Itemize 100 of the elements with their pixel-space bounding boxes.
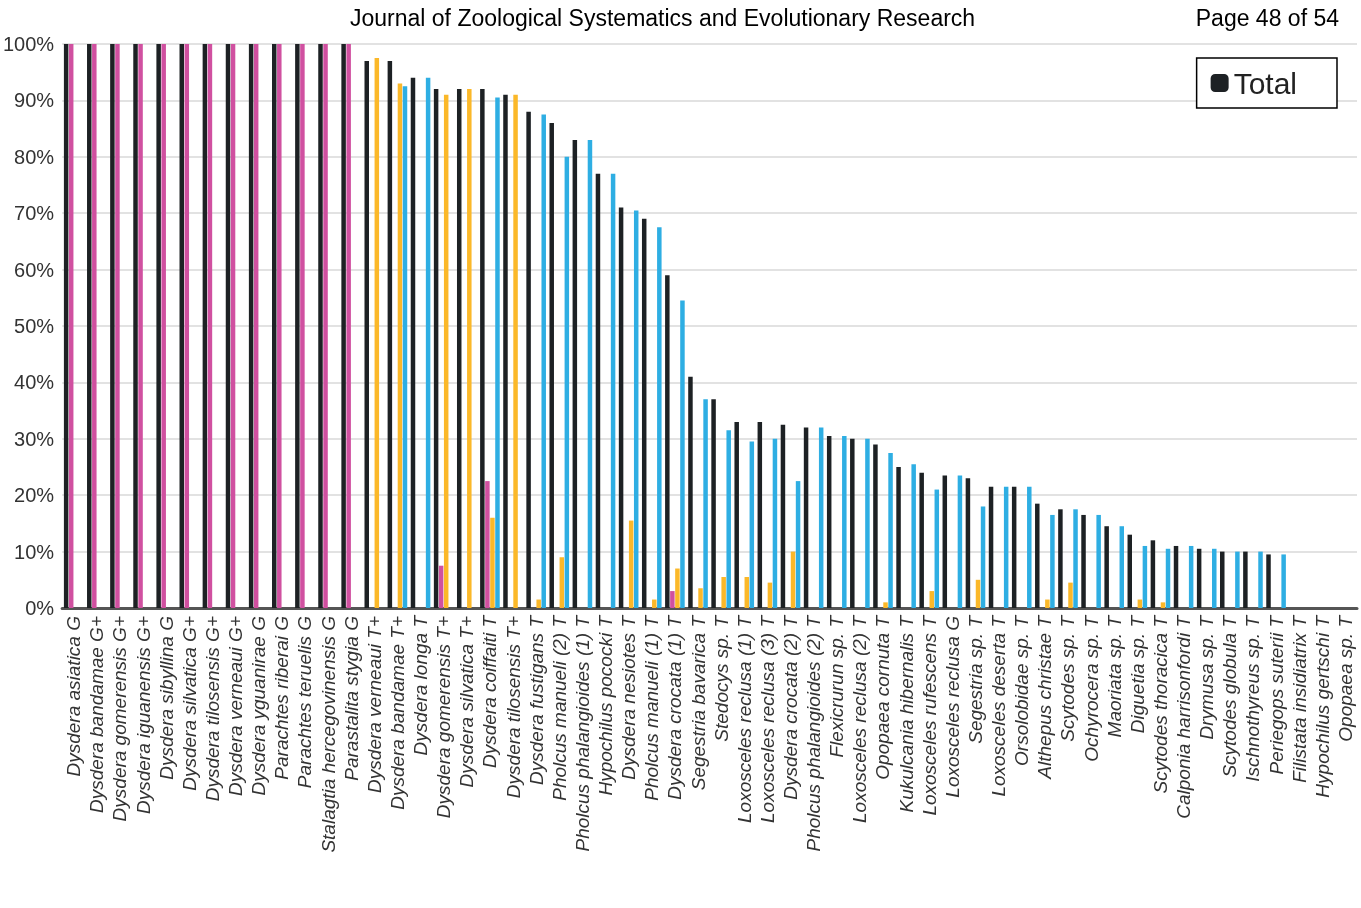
- x-tick-label: Scytodes thoracica T: [1149, 614, 1171, 794]
- x-tick-label: Dysdera sibyllina G: [155, 616, 177, 780]
- bar: [865, 438, 870, 608]
- bar: [115, 44, 120, 608]
- bar: [688, 376, 693, 608]
- x-tick-label: Kukulcania hibernalis T: [895, 614, 917, 813]
- bar: [536, 599, 541, 608]
- bar: [503, 94, 508, 608]
- legend-label: Total: [1233, 66, 1298, 100]
- bar: [341, 44, 346, 608]
- x-tick-label: Scytodes sp. T: [1057, 614, 1079, 742]
- bar: [480, 89, 485, 608]
- bar: [323, 44, 328, 608]
- bar: [161, 44, 166, 608]
- x-tick-label: Dysdera crocata (2) T: [780, 614, 801, 800]
- bar: [467, 89, 472, 608]
- x-tick-label: Dysdera iguanensis G+: [132, 616, 154, 815]
- x-tick-label: Dysdera silvatica T+: [456, 616, 478, 788]
- x-tick-label: Dysdera bandamae T+: [386, 616, 408, 810]
- x-tick-label: Dysdera silvatica G+: [178, 616, 200, 791]
- x-tick-label: Loxosceles rufescens T: [918, 614, 940, 816]
- bar: [883, 602, 888, 608]
- x-tick-label: Dysdera tilosensis T+: [502, 616, 524, 799]
- bar: [1243, 551, 1248, 608]
- bar: [711, 399, 716, 608]
- x-tick-label: Filistata insidiatrix T: [1288, 614, 1310, 783]
- bar: [842, 435, 847, 608]
- x-tick-label: Dysdera asiatica G: [63, 616, 85, 777]
- bar: [318, 44, 323, 608]
- x-tick-label: Loxosceles reclusa (2) T: [849, 614, 871, 823]
- bar: [1235, 551, 1240, 608]
- bar: [364, 60, 369, 608]
- text: Journal of Zoological Systematics and Evolutionary Research: [350, 4, 976, 31]
- bar: [300, 44, 305, 608]
- bar: [1281, 554, 1286, 608]
- bar: [888, 452, 893, 608]
- bar: [549, 122, 554, 608]
- text: Page 48 of 54: [1195, 4, 1340, 31]
- bar: [490, 517, 495, 608]
- x-tick-label: Ischnothyreus sp. T: [1242, 614, 1264, 782]
- bar: [1073, 509, 1078, 608]
- x-tick-label: Opopaea sp. T: [1334, 614, 1356, 742]
- bar: [721, 576, 726, 608]
- bar: [670, 591, 675, 608]
- bar: [919, 472, 924, 608]
- bar: [513, 94, 518, 608]
- bar: [295, 44, 300, 608]
- bar: [92, 44, 97, 608]
- x-tick-label: Dysdera nesiotes T: [618, 614, 640, 780]
- y-tick-label: 0%: [25, 597, 55, 619]
- x-tick-label: Dysdera yguanirae G: [248, 616, 270, 796]
- bar: [703, 399, 708, 608]
- bar: [272, 44, 277, 608]
- x-tick-label: Dysdera gomerensis G+: [109, 616, 131, 822]
- x-tick-label: Scytodes globula T: [1219, 614, 1241, 778]
- bar: [1266, 554, 1271, 608]
- y-tick-label: 70%: [14, 202, 55, 225]
- x-tick-label: Ochyrocera sp. T: [1080, 614, 1102, 762]
- bar: [896, 467, 901, 608]
- bar: [1068, 582, 1073, 608]
- bar: [734, 421, 739, 608]
- x-tick-label: Maoriata sp. T: [1103, 614, 1125, 738]
- x-tick-label: Calponia harrisonfordi T: [1173, 614, 1195, 819]
- bar: [1258, 551, 1263, 608]
- x-tick-label: Stedocys sp. T: [710, 614, 732, 742]
- x-tick-label: Dysdera gomerensis T+: [433, 616, 455, 819]
- bar: [652, 599, 657, 608]
- bar: [485, 481, 490, 608]
- bar: [87, 44, 92, 608]
- bar: [665, 275, 670, 608]
- x-tick-label: Dysdera crocata (1) T: [664, 614, 686, 800]
- y-tick-label: 50%: [14, 315, 55, 337]
- bar: [657, 227, 662, 608]
- x-tick-label: Dysdera tilosensis G+: [201, 616, 223, 802]
- x-tick-label: Loxosceles deserta T: [988, 614, 1010, 797]
- bar: [1160, 602, 1166, 608]
- bar: [495, 97, 500, 608]
- x-tick-label: Pholcus manueli (2) T: [548, 614, 570, 801]
- bar: [1220, 551, 1225, 608]
- x-tick-label: Pholcus phalangioides (1) T: [571, 614, 593, 852]
- bar: [1058, 509, 1063, 608]
- y-tick-label: 60%: [14, 258, 55, 281]
- y-tick-label: 30%: [14, 427, 55, 450]
- x-tick-label: Althepus christae T: [1034, 614, 1056, 780]
- bar: [680, 300, 685, 608]
- x-tick-label: Dysdera longa T: [410, 614, 432, 756]
- y-tick-label: 20%: [14, 484, 55, 507]
- x-tick-label: Loxosceles reclusa (3) T: [756, 614, 778, 823]
- x-tick-label: Segestria bavarica T: [687, 614, 709, 791]
- x-tick-label: Stalagtia hercegovinensis G: [317, 616, 339, 853]
- x-tick-label: Pholcus phalangioides (2) T: [803, 614, 825, 852]
- bar: [1035, 503, 1040, 608]
- bar: [277, 44, 282, 608]
- x-tick-label: Parachtes teruelis G: [294, 616, 316, 789]
- x-tick-label: Hypochilus gertschi T: [1311, 614, 1333, 798]
- bar: [1027, 486, 1032, 608]
- bar: [1045, 599, 1050, 608]
- bar: [541, 114, 546, 608]
- y-tick-label: 100%: [3, 33, 55, 55]
- x-tick-label: Segestria sp. T: [964, 614, 986, 744]
